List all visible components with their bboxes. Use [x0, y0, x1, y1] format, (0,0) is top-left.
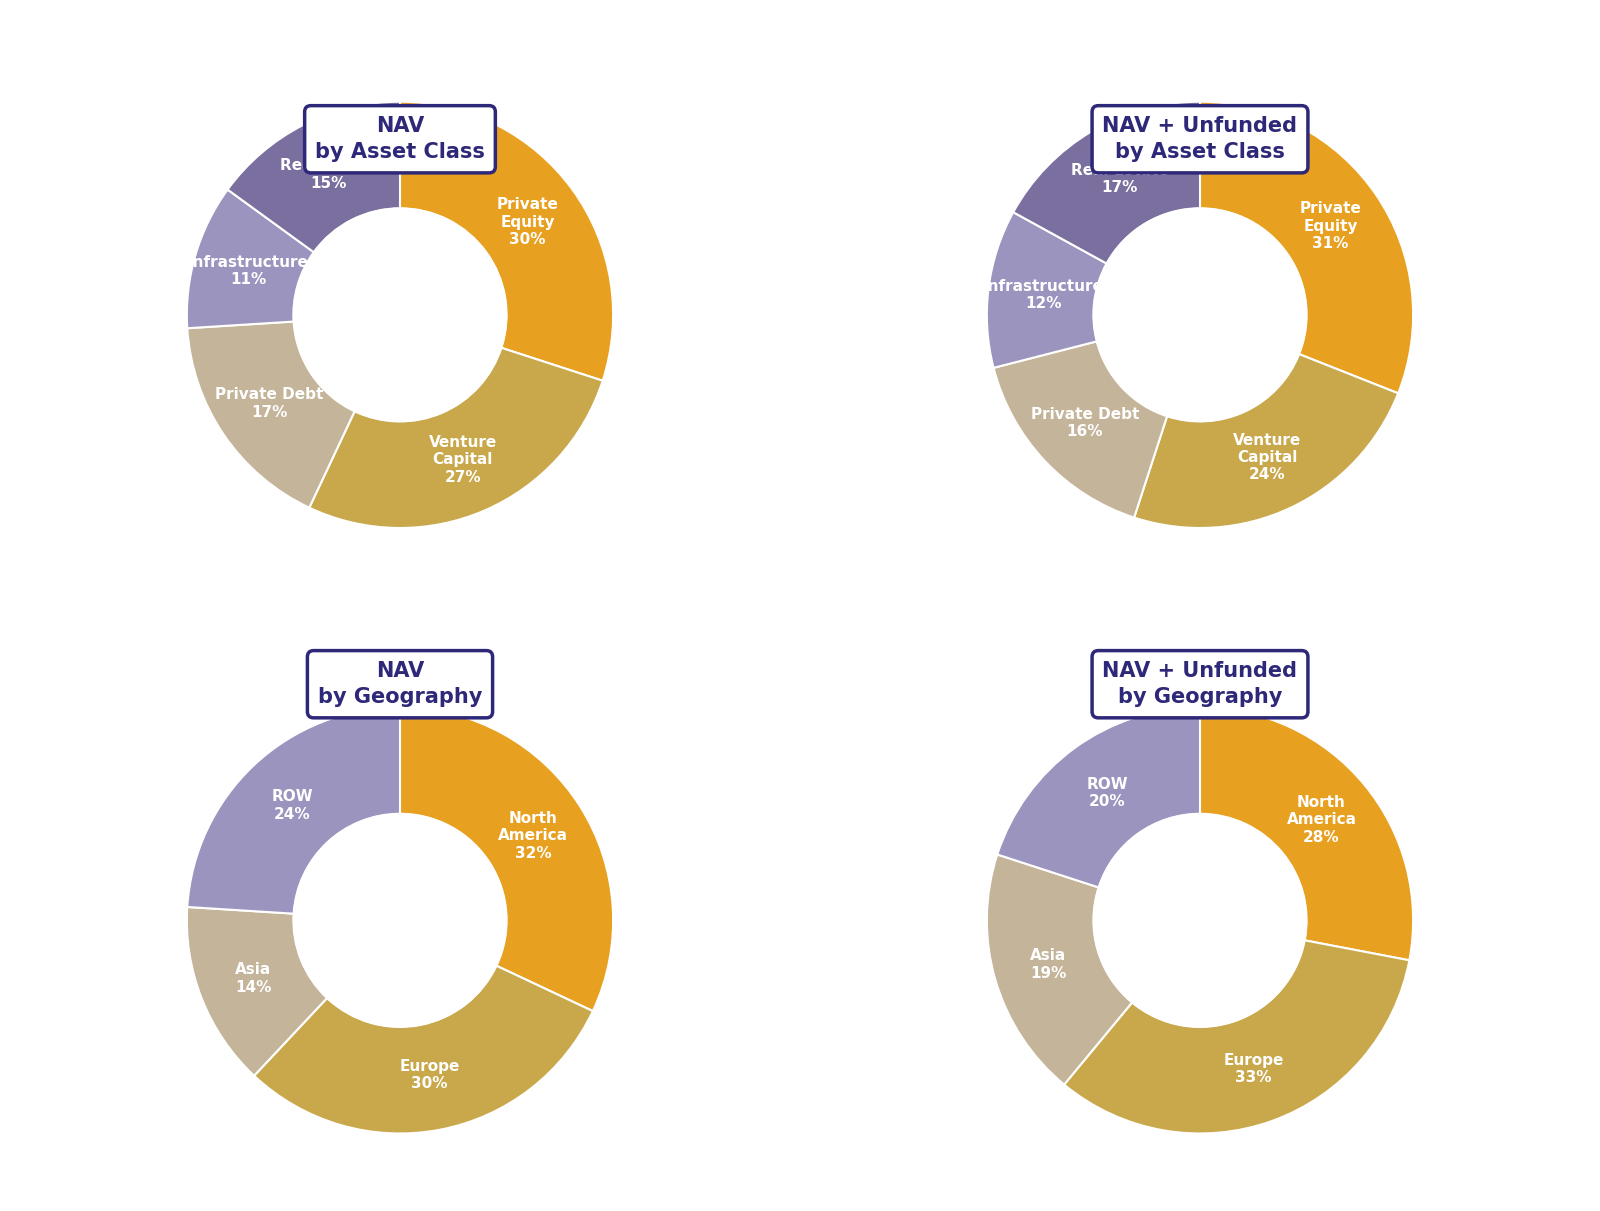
Wedge shape	[1200, 102, 1413, 394]
Text: ROW
20%: ROW 20%	[1086, 776, 1128, 809]
Text: ROW
24%: ROW 24%	[272, 790, 314, 821]
Text: North
America
28%: North America 28%	[1286, 794, 1357, 845]
Text: Real Estate
17%: Real Estate 17%	[1070, 163, 1168, 195]
Wedge shape	[994, 342, 1166, 517]
Text: Infrastructure
12%: Infrastructure 12%	[982, 279, 1104, 311]
Text: Private Debt
16%: Private Debt 16%	[1030, 407, 1139, 440]
Text: Venture
Capital
27%: Venture Capital 27%	[429, 435, 496, 484]
Wedge shape	[1013, 102, 1200, 264]
Text: Asia
19%: Asia 19%	[1030, 948, 1067, 981]
Text: Infrastructure
11%: Infrastructure 11%	[189, 254, 309, 287]
Text: Europe
33%: Europe 33%	[1224, 1052, 1283, 1085]
Wedge shape	[400, 707, 613, 1011]
Circle shape	[1093, 814, 1307, 1027]
Wedge shape	[987, 855, 1133, 1085]
Circle shape	[293, 814, 507, 1027]
Text: NAV
by Asset Class: NAV by Asset Class	[315, 116, 485, 162]
Text: Real Estate
15%: Real Estate 15%	[280, 159, 378, 190]
Wedge shape	[1064, 940, 1410, 1133]
Wedge shape	[997, 707, 1200, 888]
Wedge shape	[187, 907, 326, 1075]
Circle shape	[293, 208, 507, 421]
Text: Private
Equity
31%: Private Equity 31%	[1299, 201, 1362, 251]
Wedge shape	[187, 322, 355, 507]
Wedge shape	[987, 212, 1107, 368]
Text: NAV + Unfunded
by Geography: NAV + Unfunded by Geography	[1102, 661, 1298, 707]
Text: NAV
by Geography: NAV by Geography	[318, 661, 482, 707]
Text: Venture
Capital
24%: Venture Capital 24%	[1234, 432, 1301, 482]
Wedge shape	[227, 102, 400, 252]
Text: Europe
30%: Europe 30%	[400, 1060, 459, 1091]
Text: Asia
14%: Asia 14%	[235, 963, 272, 994]
Wedge shape	[400, 102, 613, 380]
Text: North
America
32%: North America 32%	[498, 811, 568, 861]
Wedge shape	[187, 707, 400, 913]
Wedge shape	[254, 965, 594, 1133]
Text: Private
Equity
30%: Private Equity 30%	[496, 197, 558, 247]
Text: NAV + Unfunded
by Asset Class: NAV + Unfunded by Asset Class	[1102, 116, 1298, 162]
Circle shape	[1093, 208, 1307, 421]
Wedge shape	[1200, 707, 1413, 960]
Wedge shape	[309, 348, 603, 528]
Text: Private Debt
17%: Private Debt 17%	[216, 388, 323, 420]
Wedge shape	[187, 190, 314, 328]
Wedge shape	[1134, 354, 1398, 528]
